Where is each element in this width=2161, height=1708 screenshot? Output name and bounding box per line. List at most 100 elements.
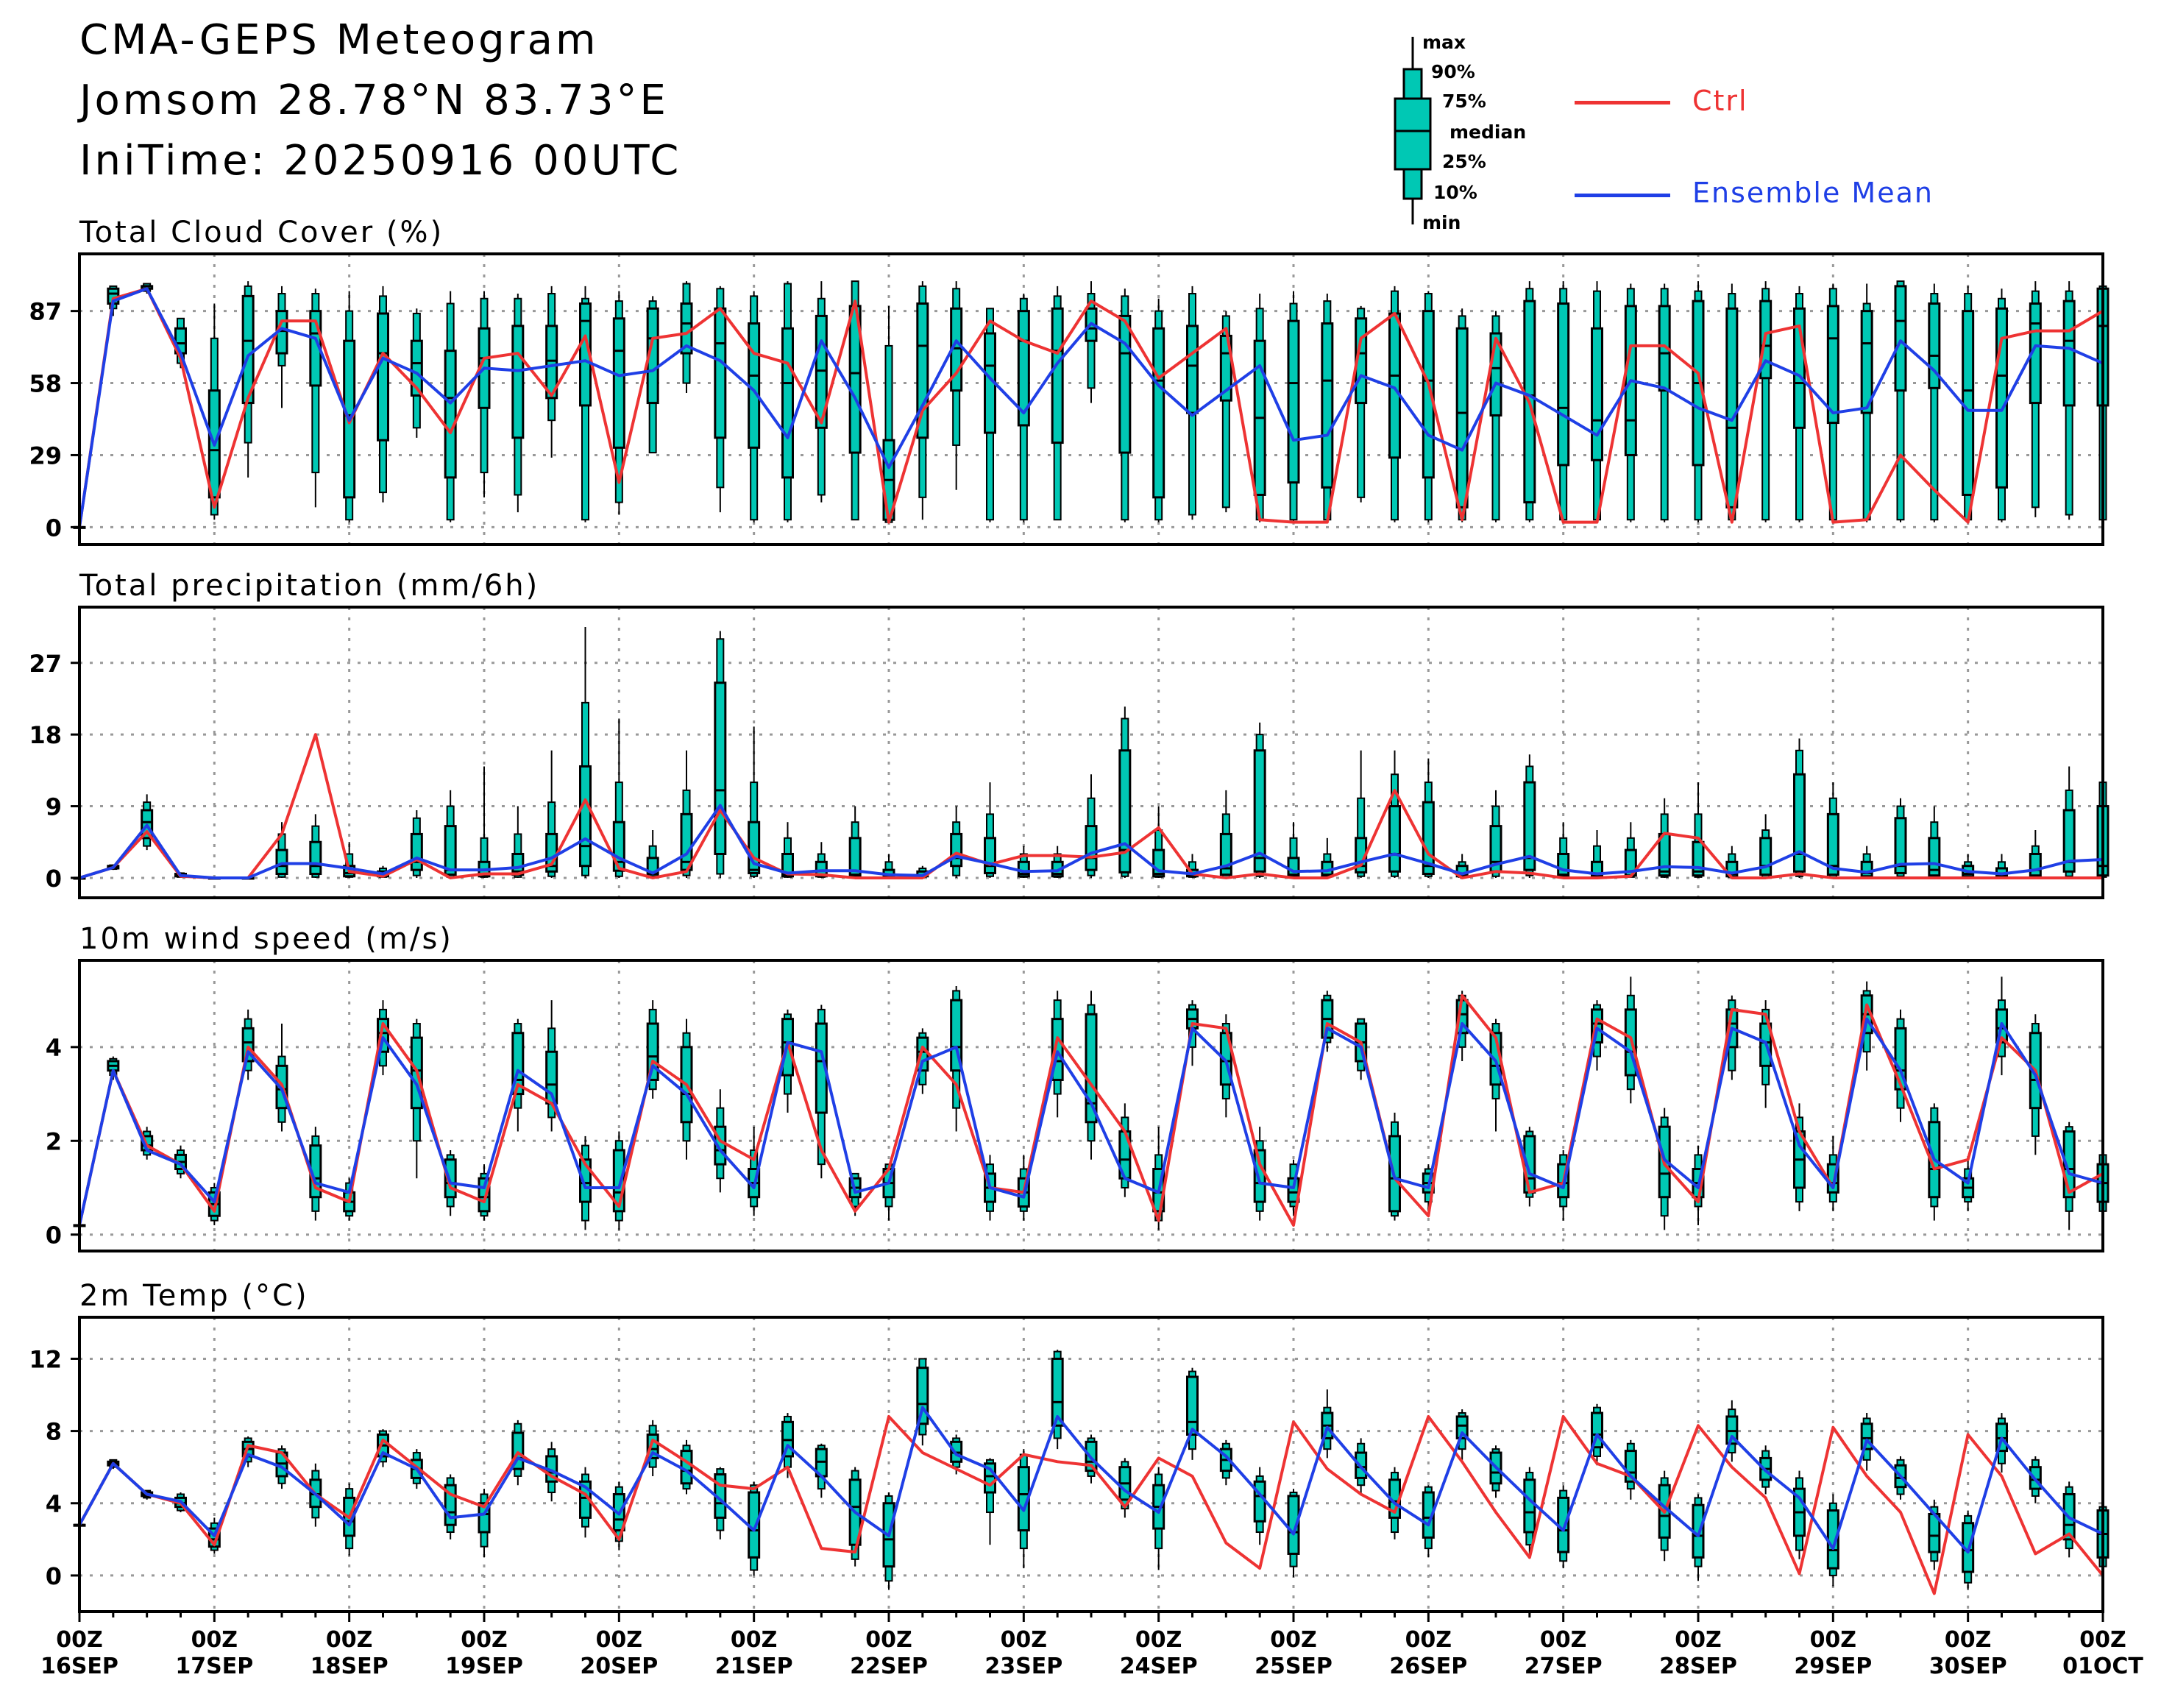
mean-legend-label: Ensemble Mean [1692, 177, 1934, 209]
x-tick-label-hour: 00Z [865, 1627, 912, 1653]
x-tick-label-hour: 00Z [191, 1627, 238, 1653]
box-iqr [848, 837, 862, 878]
chart-title: CMA-GEPS Meteogram [79, 16, 599, 64]
legend-25-label: 25% [1442, 151, 1486, 172]
box-iqr [1388, 805, 1401, 873]
box-iqr [1253, 1480, 1266, 1523]
x-tick-label-date: 19SEP [445, 1654, 523, 1679]
box-iqr [1962, 310, 1975, 496]
x-tick-label-hour: 00Z [2079, 1627, 2126, 1653]
box-p10-p90 [581, 297, 589, 521]
box-iqr [444, 350, 457, 479]
legend-90-label: 90% [1431, 61, 1475, 82]
box-iqr [950, 832, 963, 868]
x-tick-label-date: 27SEP [1525, 1654, 1603, 1679]
box-iqr [1051, 307, 1064, 444]
box-p10-p90 [1930, 293, 1939, 521]
box-p10-p90 [1660, 288, 1669, 521]
ctrl-series-line [78, 1414, 2104, 1595]
box-iqr [545, 325, 558, 400]
panel-title: 2m Temp (°C) [79, 1279, 309, 1313]
box-iqr [1523, 781, 1536, 871]
box-legend-icon [1394, 37, 1432, 224]
legend-min-label: min [1422, 212, 1461, 233]
box-iqr [1118, 749, 1132, 874]
panel-title: 10m wind speed (m/s) [79, 922, 453, 956]
ctrl-legend-line [1575, 101, 1670, 104]
box-iqr [1253, 749, 1266, 873]
box-iqr [1658, 832, 1671, 877]
box-iqr [1118, 314, 1132, 454]
y-tick-label: 0 [46, 514, 62, 542]
box-iqr [781, 327, 794, 479]
box-iqr [1253, 1149, 1266, 1203]
box-iqr [2062, 300, 2076, 407]
box-iqr [579, 1158, 592, 1203]
box-iqr [511, 325, 525, 439]
box-iqr [410, 339, 423, 397]
box-iqr [1557, 302, 1570, 467]
x-tick-label-hour: 00Z [731, 1627, 778, 1653]
box-p10-p90 [1221, 315, 1230, 508]
panel-title: Total precipitation (mm/6h) [79, 569, 539, 603]
x-tick-label-hour: 00Z [1540, 1627, 1587, 1653]
box-iqr [1186, 325, 1199, 414]
box-iqr [1995, 307, 2008, 489]
x-tick-label-hour: 00Z [56, 1627, 103, 1653]
x-tick-label-date: 26SEP [1389, 1654, 1467, 1679]
box-iqr [1894, 817, 1907, 874]
box-iqr [781, 852, 794, 878]
ctrl-series-line [78, 993, 2104, 1227]
x-tick-label-hour: 00Z [1405, 1627, 1452, 1653]
box-iqr [1860, 310, 1873, 414]
ensemble-mean-line [79, 804, 2104, 879]
legend-10-label: 10% [1433, 182, 1477, 203]
x-tick-label-date: 30SEP [1929, 1654, 2007, 1679]
box-iqr [1826, 305, 1839, 425]
init-time-label: IniTime: 20250916 00UTC [79, 137, 682, 185]
y-tick-label: 2 [46, 1127, 62, 1155]
ctrl-series-line [78, 287, 2104, 528]
x-tick-label-date: 20SEP [580, 1654, 658, 1679]
box-iqr [1557, 852, 1570, 878]
box-iqr [1186, 1375, 1199, 1436]
box-iqr [410, 832, 423, 871]
ensemble-mean-line [78, 1017, 2104, 1226]
y-tick-label: 0 [46, 1222, 62, 1250]
y-tick-label: 0 [46, 1562, 62, 1590]
box-iqr [1523, 1478, 1536, 1534]
box-iqr [579, 765, 592, 868]
y-tick-label: 8 [46, 1418, 62, 1446]
box-iqr [984, 837, 996, 874]
box-iqr [680, 1450, 693, 1485]
box-iqr [1455, 1415, 1469, 1439]
box-iqr [714, 307, 727, 439]
x-tick-label-hour: 00Z [1945, 1627, 1992, 1653]
box-iqr [1557, 1496, 1570, 1553]
x-tick-label-hour: 00Z [1270, 1627, 1317, 1653]
x-tick-label-date: 01OCT [2062, 1654, 2143, 1679]
box-iqr [1591, 327, 1603, 461]
box-iqr [309, 840, 322, 876]
box-iqr [815, 860, 828, 878]
box-p10-p90 [1761, 288, 1770, 521]
x-tick-label-hour: 00Z [596, 1627, 643, 1653]
x-tick-label-date: 25SEP [1255, 1654, 1333, 1679]
box-iqr [1759, 837, 1773, 876]
box-iqr [377, 312, 389, 442]
box-iqr [1051, 1357, 1064, 1427]
box-p10-p90 [1491, 315, 1500, 521]
box-iqr [1152, 327, 1165, 499]
y-tick-label: 12 [29, 1345, 62, 1373]
y-tick-label: 18 [29, 721, 62, 749]
x-tick-label-date: 28SEP [1659, 1654, 1737, 1679]
box-iqr [1287, 319, 1300, 484]
box-iqr [1894, 285, 1907, 392]
x-tick-label-hour: 00Z [1810, 1627, 1857, 1653]
box-iqr [2029, 852, 2042, 877]
box-iqr [1793, 773, 1806, 873]
ensemble-mean-line [78, 287, 2104, 528]
panel-frame [78, 606, 2104, 899]
x-tick-label-hour: 00Z [326, 1627, 373, 1653]
